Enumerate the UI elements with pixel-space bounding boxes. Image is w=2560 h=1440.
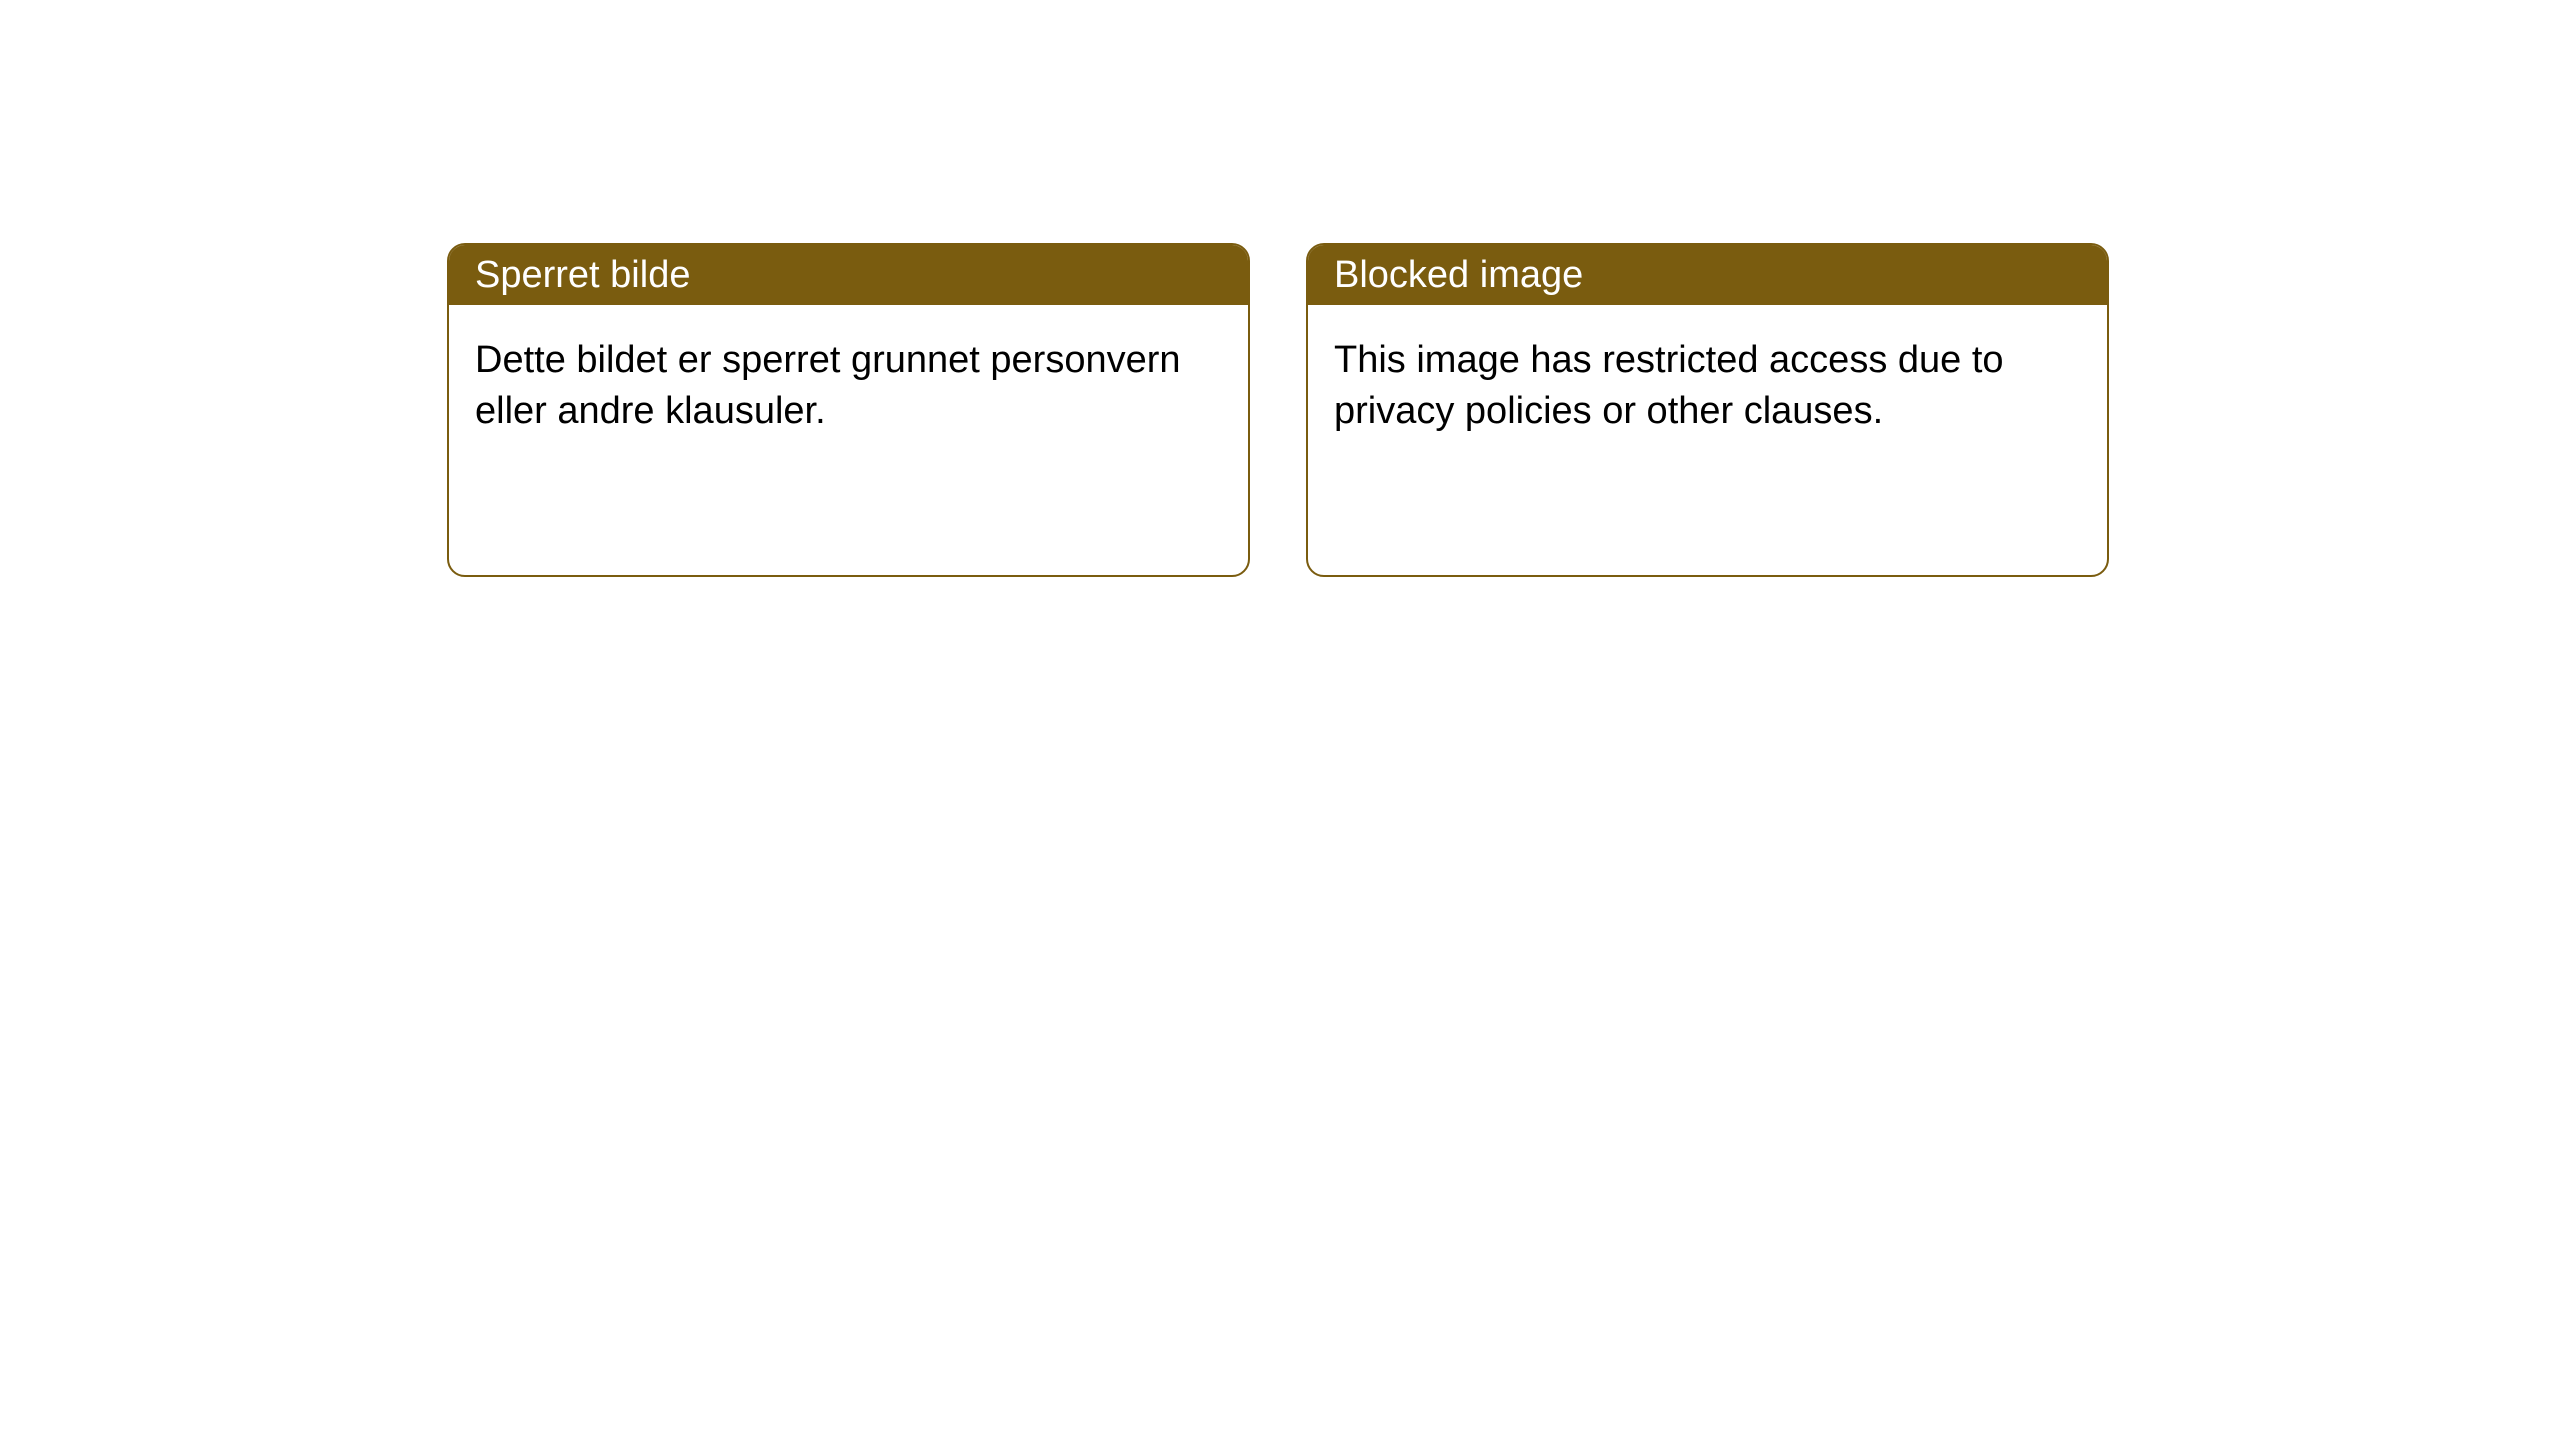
notice-header-english: Blocked image — [1308, 245, 2107, 305]
notice-title-english: Blocked image — [1334, 254, 1583, 297]
notice-header-norwegian: Sperret bilde — [449, 245, 1248, 305]
notice-card-english: Blocked image This image has restricted … — [1306, 243, 2109, 577]
notice-title-norwegian: Sperret bilde — [475, 254, 690, 297]
notice-text-english: This image has restricted access due to … — [1334, 339, 2004, 432]
notice-body-english: This image has restricted access due to … — [1308, 305, 2107, 468]
notice-container: Sperret bilde Dette bildet er sperret gr… — [0, 0, 2560, 577]
notice-body-norwegian: Dette bildet er sperret grunnet personve… — [449, 305, 1248, 468]
notice-card-norwegian: Sperret bilde Dette bildet er sperret gr… — [447, 243, 1250, 577]
notice-text-norwegian: Dette bildet er sperret grunnet personve… — [475, 339, 1181, 432]
